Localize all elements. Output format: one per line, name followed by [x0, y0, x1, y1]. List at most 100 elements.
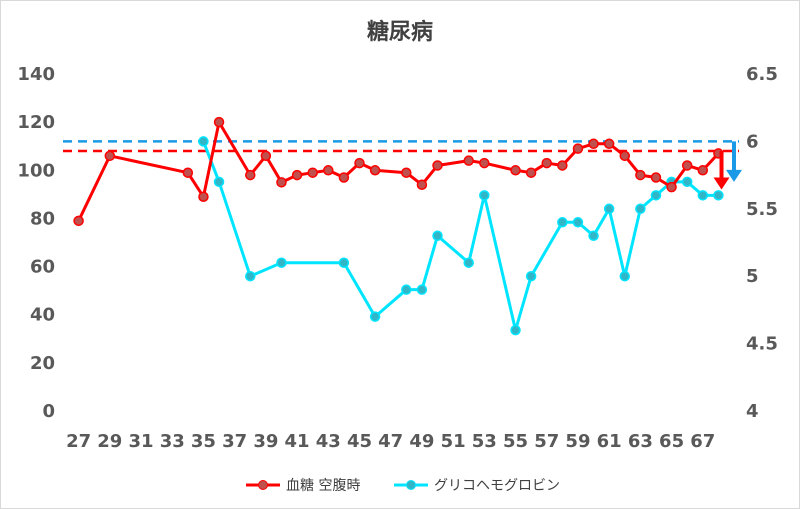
y-left-tick-label: 80	[30, 208, 55, 229]
data-point-hba1c[interactable]	[603, 203, 615, 215]
data-point-hba1c[interactable]	[572, 217, 584, 228]
reference-lines	[63, 140, 739, 153]
data-point-glucose[interactable]	[369, 165, 381, 176]
legend-marker-glucose	[258, 480, 268, 490]
y-left-tick-label: 0	[42, 401, 55, 422]
y-right-tick-label: 6	[746, 131, 759, 152]
legend-marker-hba1c	[406, 480, 416, 490]
data-point-hba1c[interactable]	[557, 217, 568, 228]
legend-label-hba1c: グリコヘモグロビン	[434, 478, 560, 494]
data-point-glucose[interactable]	[245, 169, 256, 181]
data-point-glucose[interactable]	[276, 177, 287, 188]
legend-label-glucose: 血糖 空腹時	[286, 477, 360, 494]
x-tick-label: 33	[160, 431, 185, 452]
data-point-glucose[interactable]	[260, 150, 272, 162]
y-left-tick-label: 60	[30, 257, 55, 278]
data-point-glucose[interactable]	[182, 167, 194, 178]
x-tick-label: 37	[222, 431, 247, 452]
data-point-glucose[interactable]	[104, 150, 116, 162]
data-point-hba1c[interactable]	[276, 257, 287, 268]
data-point-glucose[interactable]	[541, 157, 552, 169]
trend-arrow-hba1c	[726, 141, 742, 182]
data-point-glucose[interactable]	[354, 157, 365, 169]
x-tick-label: 51	[441, 431, 466, 452]
data-point-glucose[interactable]	[666, 181, 677, 193]
data-point-hba1c[interactable]	[463, 257, 474, 268]
data-point-glucose[interactable]	[198, 191, 209, 203]
data-point-hba1c[interactable]	[713, 190, 724, 201]
x-axis-ticks: 27 29 31 33 35 37 39 41 43 45 47 49 51 53 55 57 59 61 63 65…	[66, 431, 715, 452]
data-point-glucose[interactable]	[291, 169, 303, 181]
data-point-hba1c[interactable]	[619, 270, 631, 282]
legend: 血糖 空腹時 グリコヘモグロビン	[246, 477, 560, 494]
x-tick-label: 53	[472, 431, 497, 452]
data-point-hba1c[interactable]	[416, 284, 428, 295]
data-point-glucose[interactable]	[213, 116, 225, 128]
x-tick-label: 31	[128, 431, 153, 452]
data-point-hba1c[interactable]	[401, 284, 412, 295]
x-tick-label: 35	[191, 431, 216, 452]
series-layer	[73, 116, 724, 336]
x-tick-label: 45	[347, 431, 372, 452]
data-point-glucose[interactable]	[401, 167, 412, 178]
data-point-hba1c[interactable]	[213, 176, 225, 188]
series-line-glucose	[77, 120, 720, 222]
series-hba1c	[198, 136, 724, 336]
x-tick-label: 61	[597, 431, 622, 452]
y-right-tick-label: 4.5	[746, 334, 778, 355]
data-point-hba1c[interactable]	[369, 311, 381, 322]
data-point-glucose[interactable]	[525, 167, 537, 178]
data-point-glucose[interactable]	[73, 215, 84, 227]
data-point-glucose[interactable]	[588, 138, 599, 150]
y-left-tick-label: 140	[17, 64, 55, 85]
data-point-glucose[interactable]	[619, 150, 631, 162]
data-point-glucose[interactable]	[338, 172, 350, 183]
data-point-hba1c[interactable]	[245, 270, 256, 282]
data-point-glucose[interactable]	[510, 165, 521, 176]
y-right-tick-label: 6.5	[746, 64, 778, 85]
data-point-hba1c[interactable]	[198, 136, 209, 147]
y-left-tick-label: 120	[17, 112, 55, 133]
data-point-hba1c[interactable]	[588, 230, 599, 242]
data-point-glucose[interactable]	[463, 155, 474, 166]
data-point-hba1c[interactable]	[479, 190, 490, 201]
x-tick-label: 65	[659, 431, 684, 452]
x-tick-label: 29	[97, 431, 122, 452]
data-point-hba1c[interactable]	[697, 190, 709, 201]
data-point-glucose[interactable]	[323, 165, 334, 176]
data-point-glucose[interactable]	[557, 160, 568, 171]
data-point-glucose[interactable]	[681, 160, 693, 171]
data-point-hba1c[interactable]	[510, 324, 521, 336]
data-point-hba1c[interactable]	[338, 257, 350, 268]
left-axis-ticks: 0 20 40 60 80 100 120 140	[17, 64, 55, 422]
legend-item-hba1c[interactable]: グリコヘモグロビン	[394, 478, 560, 494]
data-point-glucose[interactable]	[650, 172, 662, 183]
x-tick-label: 49	[409, 431, 434, 452]
x-tick-label: 43	[316, 431, 341, 452]
data-point-glucose[interactable]	[432, 160, 443, 171]
y-right-tick-label: 4	[746, 401, 759, 422]
data-point-hba1c[interactable]	[681, 176, 693, 188]
data-point-glucose[interactable]	[697, 165, 709, 176]
data-point-hba1c[interactable]	[525, 270, 537, 282]
x-tick-label: 59	[565, 431, 590, 452]
series-glucose	[73, 116, 724, 227]
chart-title: 糖尿病	[367, 19, 433, 45]
x-tick-label: 57	[534, 431, 559, 452]
data-point-glucose[interactable]	[416, 179, 428, 190]
x-tick-label: 41	[285, 431, 310, 452]
data-point-glucose[interactable]	[635, 169, 646, 181]
data-point-hba1c[interactable]	[635, 203, 646, 215]
data-point-glucose[interactable]	[603, 138, 615, 150]
data-point-glucose[interactable]	[479, 157, 490, 169]
data-point-hba1c[interactable]	[650, 190, 662, 201]
right-axis-ticks: 4 4.5 5 5.5 6 6.5	[746, 64, 778, 422]
legend-item-glucose[interactable]: 血糖 空腹時	[246, 477, 360, 494]
y-right-tick-label: 5.5	[746, 199, 778, 220]
data-point-glucose[interactable]	[572, 143, 584, 154]
data-point-glucose[interactable]	[307, 167, 318, 178]
data-point-hba1c[interactable]	[432, 230, 443, 242]
y-left-tick-label: 20	[30, 353, 55, 374]
series-line-hba1c	[202, 140, 719, 332]
